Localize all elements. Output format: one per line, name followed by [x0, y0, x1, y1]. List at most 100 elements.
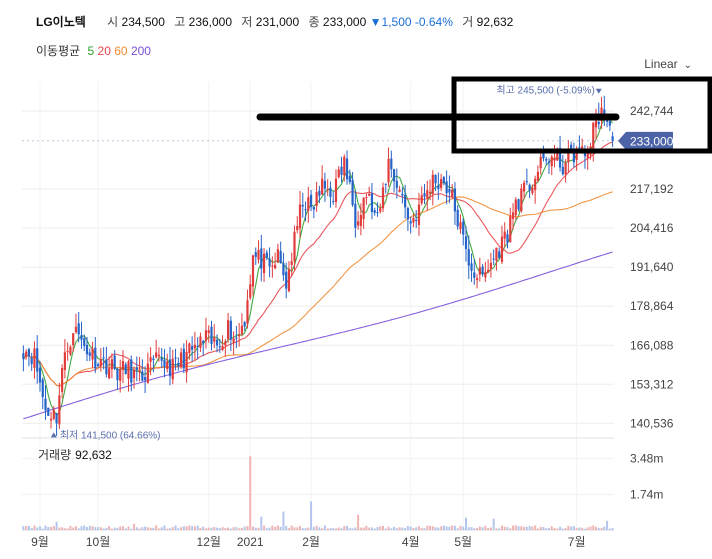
candle	[80, 335, 83, 340]
candle	[246, 300, 249, 324]
candle	[420, 195, 423, 204]
volume-bar	[33, 525, 36, 530]
candle	[536, 171, 540, 181]
volume-bar	[99, 527, 102, 530]
volume-bar	[191, 526, 194, 530]
volume-bar	[69, 525, 72, 530]
candle	[561, 166, 564, 175]
volume-bar	[437, 527, 440, 530]
close-value: 233,000	[322, 15, 367, 29]
candle	[146, 363, 149, 383]
volume-bar	[334, 528, 337, 530]
candle	[282, 263, 285, 276]
candle	[459, 222, 462, 230]
volume-bar	[144, 526, 147, 530]
candle	[74, 326, 78, 333]
candle	[166, 361, 169, 369]
volume-bar	[523, 526, 526, 530]
candle	[102, 357, 105, 359]
candle	[221, 346, 224, 350]
price-tick-label: 178,864	[630, 299, 674, 313]
candle	[406, 208, 410, 220]
candle	[437, 185, 440, 190]
volume-bar	[517, 526, 520, 530]
candle	[113, 355, 116, 370]
low-label: 저	[241, 15, 253, 29]
moving-average-legend[interactable]: 이동평균 5 20 60 200	[36, 42, 151, 59]
candle	[238, 334, 241, 337]
chevron-down-icon: ⌄	[683, 60, 692, 71]
ma-5-label: 5	[87, 44, 95, 58]
volume-bar	[465, 517, 467, 530]
volume-bar	[412, 527, 415, 530]
candle	[354, 203, 357, 228]
moving-average-title: 이동평균	[36, 44, 81, 58]
candles	[22, 95, 614, 530]
grid	[22, 82, 614, 531]
candle	[495, 247, 498, 261]
candle	[155, 352, 158, 358]
candle	[503, 231, 506, 239]
volume-bar	[66, 528, 69, 530]
candle	[404, 194, 407, 208]
volume-bar	[221, 527, 224, 530]
candle	[96, 364, 100, 366]
candle	[539, 156, 542, 169]
volume-bar	[108, 526, 111, 530]
volume-bar	[299, 526, 302, 530]
volume-bar	[307, 527, 310, 530]
candle	[121, 360, 125, 370]
volume-bar	[25, 526, 28, 530]
volume-bar	[359, 527, 362, 530]
high-value: 236,000	[188, 15, 233, 29]
volume-bar	[199, 527, 202, 530]
candle	[509, 216, 512, 243]
candle	[138, 369, 141, 373]
max-annotation: 최고 245,500 (-5.09%)	[496, 85, 594, 97]
candle	[226, 320, 230, 340]
volume-bar	[238, 528, 241, 530]
candle	[517, 199, 520, 210]
candle	[58, 395, 61, 425]
volume-bar	[603, 526, 606, 530]
volume-bar	[456, 528, 459, 530]
volume-bar	[542, 527, 545, 530]
volume-bar	[606, 520, 609, 530]
volume-bar	[254, 527, 257, 530]
volume-bar	[86, 527, 89, 530]
volume-bar	[473, 528, 476, 530]
volume-tick-label: 3.48m	[630, 452, 663, 466]
x-tick-label: 5월	[454, 535, 472, 549]
candle	[199, 336, 202, 348]
volume-bar	[227, 527, 230, 530]
candle	[412, 217, 415, 223]
volume-bar	[41, 528, 44, 530]
volume-bar	[287, 528, 290, 530]
candle	[141, 371, 144, 381]
volume-bar	[169, 528, 171, 530]
candle	[434, 174, 437, 184]
volume-bar	[180, 527, 183, 530]
volume-bar	[296, 527, 299, 530]
volume-bar	[509, 528, 512, 530]
scale-selector-label: Linear	[644, 57, 678, 71]
volume-bar	[503, 526, 506, 530]
candle	[213, 337, 216, 342]
candle	[235, 337, 238, 339]
candle	[578, 147, 581, 149]
candle	[506, 234, 509, 243]
ma-5-line	[22, 118, 614, 417]
volume-bar	[149, 527, 152, 530]
volume-bar	[133, 523, 136, 530]
candle	[33, 348, 36, 368]
price-tick-label: 166,088	[630, 338, 674, 352]
current-price-badge-label: 233,000	[630, 134, 674, 148]
volume-bar	[52, 525, 55, 530]
price-tick-label: 191,640	[630, 260, 674, 274]
candle	[492, 258, 495, 260]
volume-bar	[22, 525, 25, 530]
volume-bar	[556, 528, 559, 530]
scale-selector[interactable]: Linear ⌄	[644, 57, 692, 71]
ma-60-line	[22, 191, 613, 387]
